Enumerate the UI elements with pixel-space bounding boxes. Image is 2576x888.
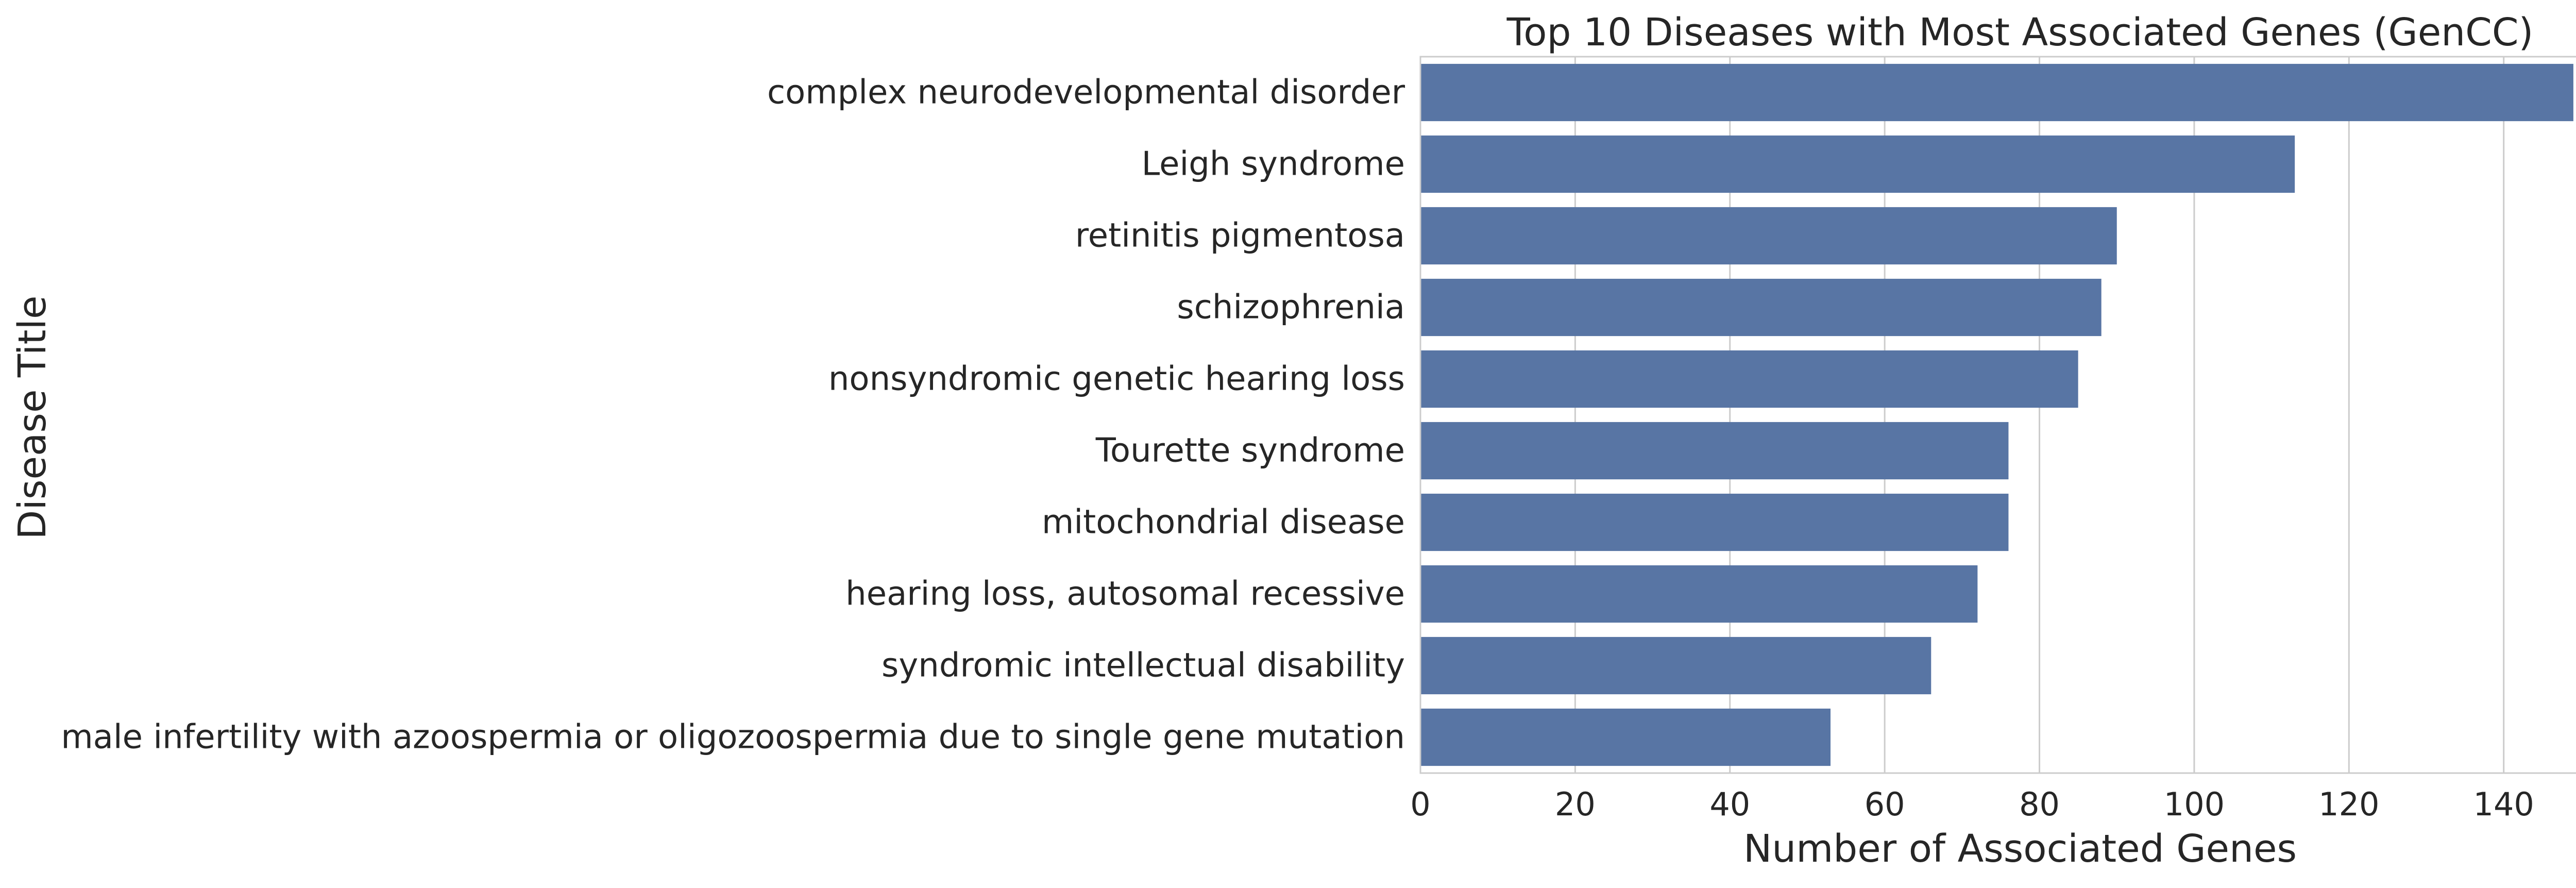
label-layer: 0 20 40 60 80 100 120 140 complex neurodevelopme… [61, 74, 2534, 824]
y-tick-label: Tourette syndrome [1095, 432, 1405, 470]
y-tick-label: mitochondrial disease [1042, 504, 1405, 542]
bar [1420, 636, 1931, 695]
bar [1420, 565, 1978, 623]
x-tick-label: 140 [2473, 785, 2534, 823]
plot-frame [1419, 56, 2576, 774]
bar-layer [1420, 63, 2573, 766]
bar [1420, 63, 2573, 122]
x-tick-label: 0 [1410, 785, 1430, 823]
bar [1420, 708, 1831, 766]
x-tick-label: 80 [2019, 785, 2060, 823]
bar [1420, 350, 2078, 408]
plot-border [1419, 56, 2576, 774]
y-tick-label: Leigh syndrome [1142, 145, 1405, 183]
y-tick-label: hearing loss, autosomal recessive [845, 575, 1405, 613]
y-tick-label: retinitis pigmentosa [1075, 217, 1405, 255]
bar [1420, 207, 2117, 265]
y-tick-label: complex neurodevelopmental disorder [767, 74, 1405, 112]
x-tick-label: 20 [1555, 785, 1596, 823]
x-tick-label: 40 [1709, 785, 1750, 823]
x-tick-label: 120 [2318, 785, 2379, 823]
y-tick-label: nonsyndromic genetic hearing loss [828, 360, 1405, 398]
bar [1420, 135, 2295, 193]
chart-title: Top 10 Diseases with Most Associated Gen… [1506, 10, 2534, 55]
bar [1420, 422, 2009, 480]
bar [1420, 493, 2009, 551]
y-tick-label: syndromic intellectual disability [882, 647, 1405, 685]
x-tick-label: 60 [1865, 785, 1905, 823]
y-tick-label: schizophrenia [1177, 289, 1405, 327]
x-axis-label: Number of Associated Genes [1743, 827, 2297, 871]
y-tick-label: male infertility with azoospermia or oli… [61, 718, 1405, 757]
bar [1420, 278, 2102, 337]
x-tick-label: 100 [2164, 785, 2225, 823]
y-axis-label: Disease Title [10, 295, 55, 539]
